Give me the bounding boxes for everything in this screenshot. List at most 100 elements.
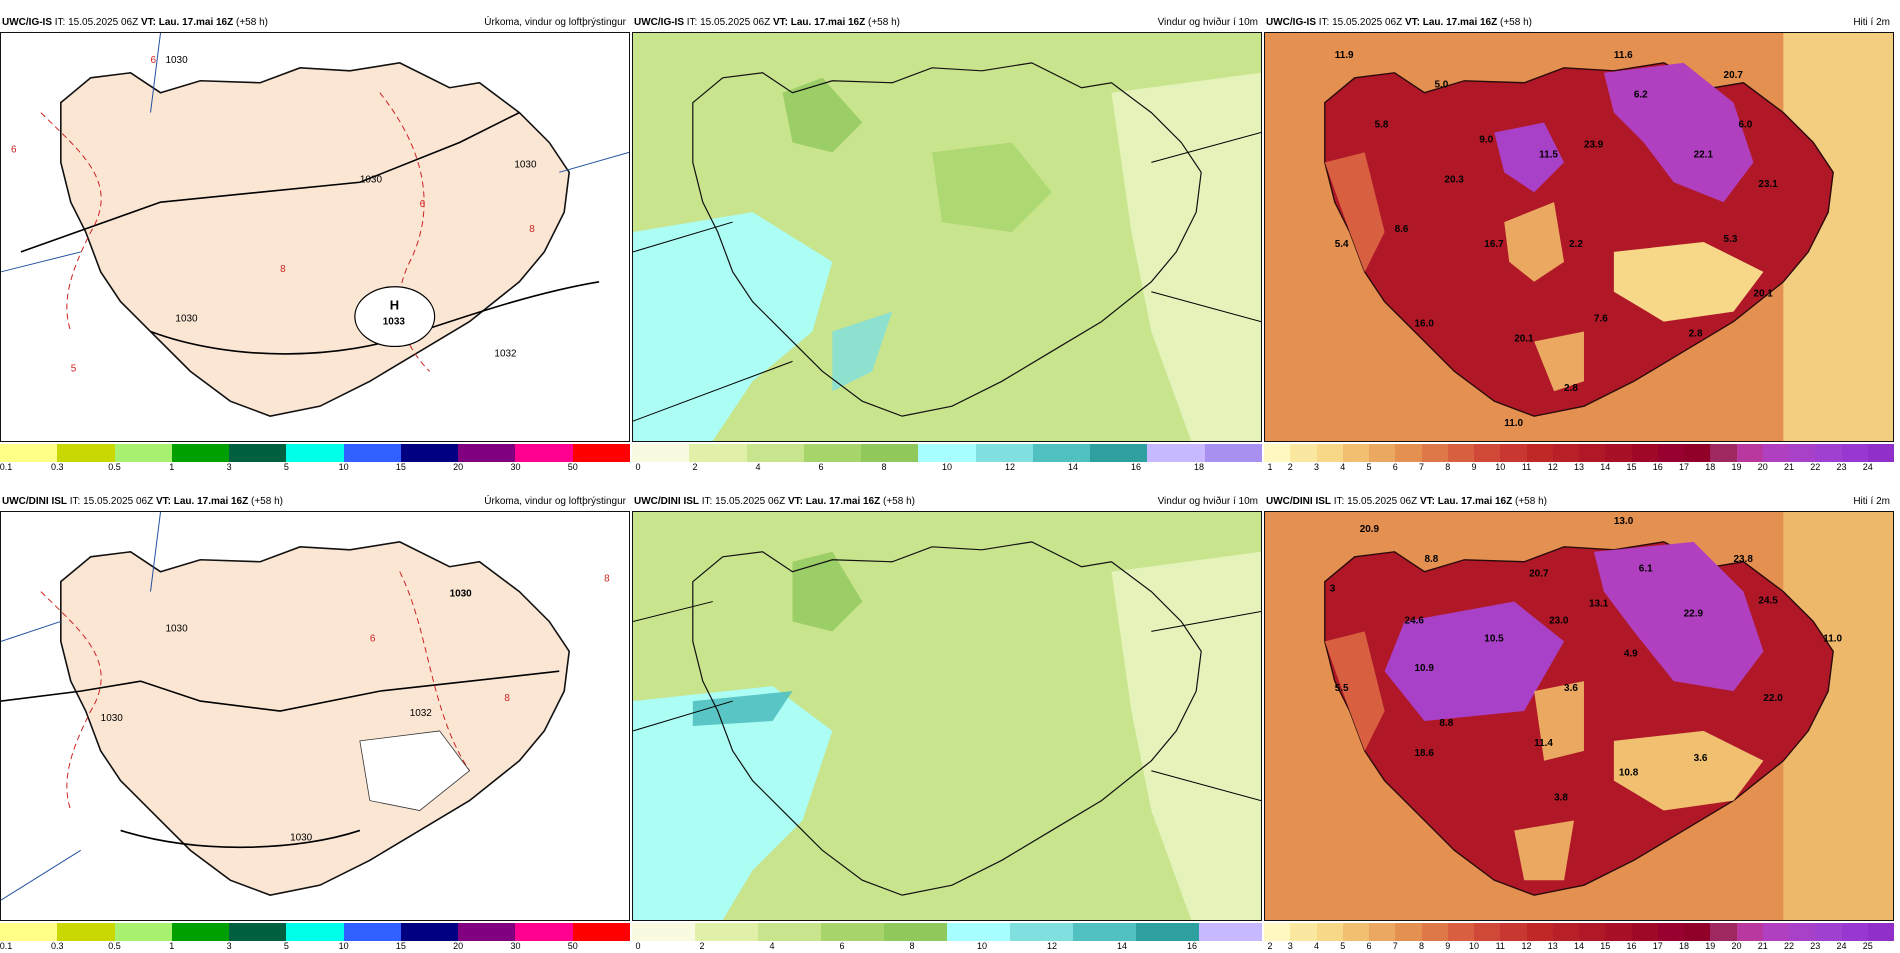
map-label: 6 xyxy=(370,633,376,644)
map-label: 23.9 xyxy=(1584,139,1604,150)
colorbar-tick-label: 8 xyxy=(1445,462,1451,472)
colorbar-tick-label: 10 xyxy=(338,462,349,472)
colorbar-tick-label: 20 xyxy=(453,941,464,951)
colorbar-tick-label: 4 xyxy=(755,462,761,472)
map-label: 1032 xyxy=(410,708,433,719)
it-value: 15.05.2025 06Z xyxy=(1332,17,1403,28)
map-label: 9.0 xyxy=(1479,134,1493,145)
colorbar-swatch xyxy=(1552,923,1579,941)
colorbar-tick-label: 3 xyxy=(226,941,232,951)
colorbar-swatch xyxy=(1762,444,1789,462)
map-label: 3.8 xyxy=(1554,793,1568,804)
model-name: UWC/DINI ISL xyxy=(1266,496,1331,507)
colorbar-swatch xyxy=(1631,923,1658,941)
colorbar-tick-label: 20 xyxy=(1731,941,1742,951)
colorbar-swatch xyxy=(229,444,287,462)
map-label: 5.3 xyxy=(1724,234,1738,245)
colorbar-swatch xyxy=(632,923,695,941)
lead-time: (+58 h) xyxy=(868,17,900,28)
map-label: 3.6 xyxy=(1564,683,1578,694)
map-label: 1030 xyxy=(360,174,383,185)
vt-label: VT: xyxy=(1404,17,1420,28)
colorbar-swatch xyxy=(1500,923,1527,941)
colorbar-swatch xyxy=(1395,923,1422,941)
vt-value: Lau. 17.mai 16Z xyxy=(173,496,249,507)
grid-line xyxy=(559,151,629,173)
wind-colorbar xyxy=(632,444,1262,462)
colorbar-tick-label: 20 xyxy=(1757,462,1768,472)
map-label: 1030 xyxy=(165,623,188,634)
colorbar-tick-label: 11 xyxy=(1521,462,1532,472)
model-name: UWC/DINI ISL xyxy=(2,496,67,507)
colorbar-swatch xyxy=(1010,923,1073,941)
temp-map-svg: 11.9 11.6 5.0 6.2 20.7 5.8 9.0 11.5 23.9… xyxy=(1265,33,1893,441)
map-label: 5.4 xyxy=(1335,239,1349,250)
map-label: 6 xyxy=(420,199,426,210)
map-label: 20.1 xyxy=(1753,289,1773,300)
panel-title: Vindur og hviður í 10m xyxy=(1157,496,1258,507)
colorbar-swatch xyxy=(1369,444,1396,462)
map-label: 5 xyxy=(71,363,77,374)
colorbar-tick-label: 17 xyxy=(1678,462,1690,472)
colorbar-tick-label: 2 xyxy=(1287,462,1293,472)
vt-value: Lau. 17.mai 16Z xyxy=(805,496,881,507)
map-label: 20.1 xyxy=(1514,333,1534,344)
high-pressure-area xyxy=(354,286,436,348)
grid-line xyxy=(1,251,81,273)
map-label: 1030 xyxy=(175,314,198,325)
colorbar-swatch xyxy=(1684,923,1711,941)
colorbar-ticks: 0.1 0.3 0.5 1 3 5 10 15 20 30 50 xyxy=(0,462,630,474)
it-value: 15.05.2025 06Z xyxy=(68,17,139,28)
temp-colorbar xyxy=(1264,444,1894,462)
colorbar-tick-label: 5 xyxy=(1366,462,1372,472)
colorbar-ticks: 0 2 4 6 8 10 12 14 16 18 xyxy=(632,462,1262,474)
colorbar-ticks: 2 3 4 5 6 7 8 9 10 11 12 13 14 15 16 17 18 19 20 21 22 23 24 25 xyxy=(1264,941,1894,953)
colorbar-swatch xyxy=(1710,923,1737,941)
map-label: 4.9 xyxy=(1624,648,1638,659)
colorbar-tick-label: 21 xyxy=(1783,462,1795,472)
model-name: UWC/IG-IS xyxy=(1266,17,1316,28)
colorbar-swatch xyxy=(1136,923,1199,941)
map-label: 1033 xyxy=(383,317,406,328)
colorbar-swatch xyxy=(1684,444,1711,462)
colorbar-swatch xyxy=(1841,923,1868,941)
colorbar-swatch xyxy=(1447,923,1474,941)
colorbar-tick-label: 23 xyxy=(1810,941,1821,951)
colorbar-tick-label: 15 xyxy=(1600,941,1611,951)
colorbar-swatch xyxy=(1421,923,1448,941)
map-label: 7.6 xyxy=(1594,314,1608,325)
panel-temp-row2: UWC/DINI ISL IT: 15.05.2025 06Z VT: Lau.… xyxy=(1264,493,1894,953)
map-label: 11.0 xyxy=(1504,418,1523,429)
colorbar-tick-label: 9 xyxy=(1445,941,1451,951)
map-label: 1032 xyxy=(494,348,517,359)
colorbar-tick-label: 13 xyxy=(1547,941,1558,951)
vt-value: Lau. 17.mai 16Z xyxy=(158,17,234,28)
colorbar-swatch xyxy=(1526,923,1553,941)
colorbar-tick-label: 16 xyxy=(1652,462,1663,472)
it-label: IT: xyxy=(1333,496,1345,507)
colorbar-tick-label: 23 xyxy=(1836,462,1847,472)
map-label: 24.5 xyxy=(1758,596,1778,607)
colorbar-swatch xyxy=(400,444,459,462)
map-label: 8 xyxy=(280,264,286,275)
colorbar-tick-label: 6 xyxy=(839,941,845,951)
map-label: 3 xyxy=(1330,584,1336,595)
it-value: 15.05.2025 06Z xyxy=(1347,496,1418,507)
panel-header: UWC/IG-IS IT: 15.05.2025 06Z VT: Lau. 17… xyxy=(0,14,630,32)
colorbar-swatch xyxy=(1342,444,1369,462)
colorbar-swatch xyxy=(1605,444,1632,462)
colorbar-tick-label: 3 xyxy=(1313,462,1320,472)
colorbar-tick-label: 4 xyxy=(1313,941,1320,951)
map-area: H 1033 1030 1030 1030 1032 1030 6 8 8 6 … xyxy=(0,32,630,442)
panel-header: UWC/IG-IS IT: 15.05.2025 06Z VT: Lau. 17… xyxy=(1264,14,1894,32)
colorbar-swatch xyxy=(343,923,401,941)
colorbar-swatch xyxy=(1789,923,1816,941)
temp-map-svg: 20.9 13.0 8.8 20.7 6.1 23.8 3 24.6 23.0 … xyxy=(1265,512,1893,920)
colorbar-swatch xyxy=(1369,923,1396,941)
map-label: 23.8 xyxy=(1734,554,1754,565)
colorbar-tick-label: 16 xyxy=(1130,462,1142,472)
colorbar-tick-label: 14 xyxy=(1067,462,1079,472)
colorbar-tick-label: 5 xyxy=(283,941,289,951)
colorbar-swatch xyxy=(1147,444,1205,462)
colorbar-tick-label: 1 xyxy=(1267,462,1273,472)
